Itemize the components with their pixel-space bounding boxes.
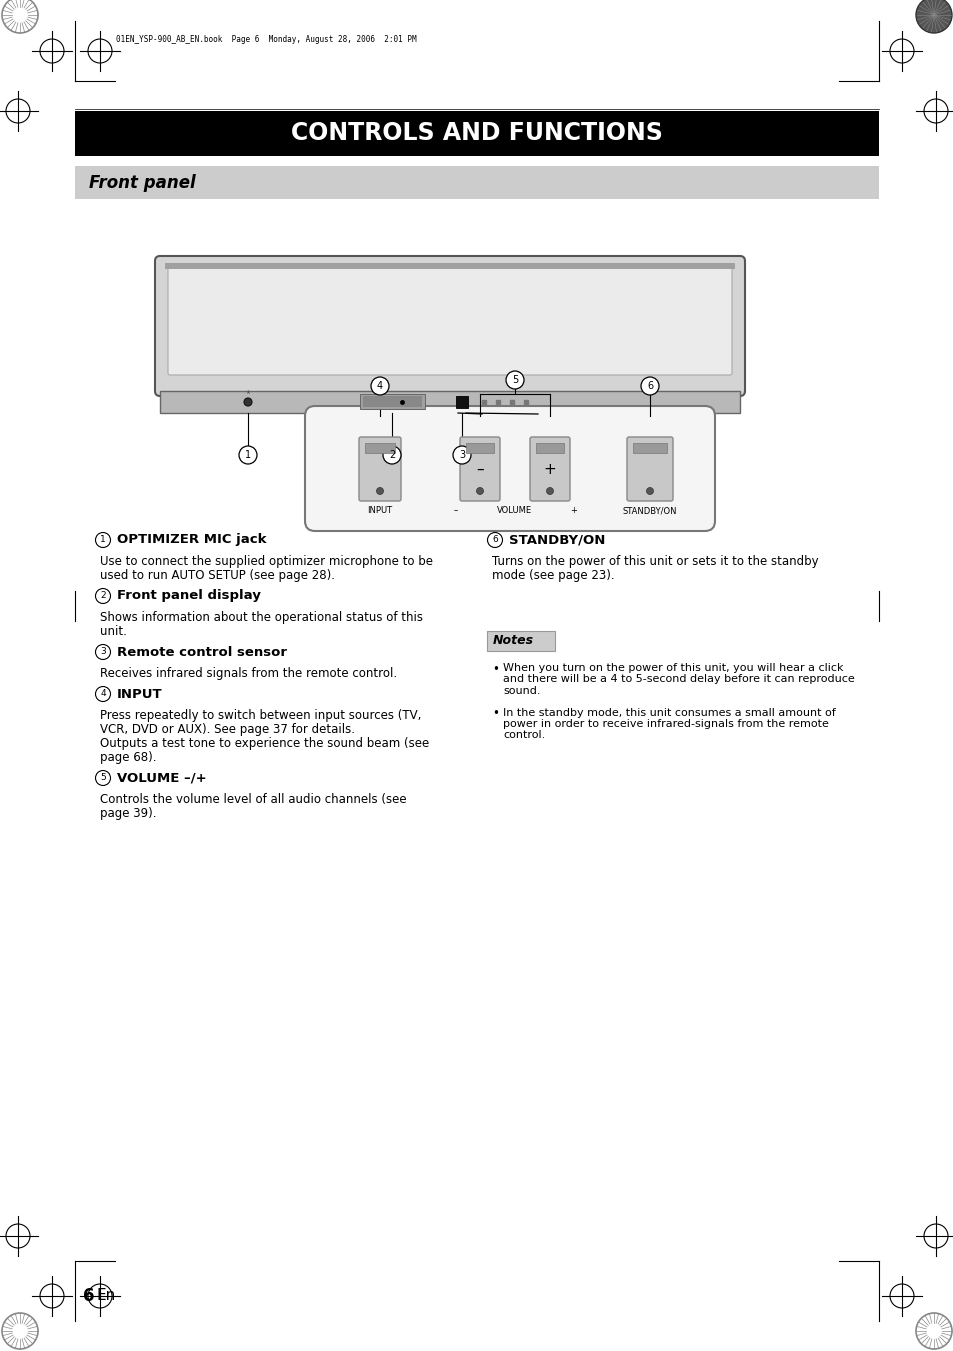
Text: 5: 5 <box>512 376 517 385</box>
Text: –: – <box>454 507 457 515</box>
Text: STANDBY/ON: STANDBY/ON <box>509 534 605 547</box>
Circle shape <box>640 377 659 394</box>
Text: Receives infrared signals from the remote control.: Receives infrared signals from the remot… <box>100 667 396 680</box>
Text: mode (see page 23).: mode (see page 23). <box>492 569 614 582</box>
Text: INPUT: INPUT <box>117 688 162 701</box>
Circle shape <box>371 377 389 394</box>
Text: VOLUME –/+: VOLUME –/+ <box>117 771 207 785</box>
FancyBboxPatch shape <box>168 267 731 376</box>
Circle shape <box>487 532 502 547</box>
Bar <box>633 443 666 453</box>
Circle shape <box>376 488 383 494</box>
Text: Shows information about the operational status of this: Shows information about the operational … <box>100 611 422 624</box>
Text: used to run AUTO SETUP (see page 28).: used to run AUTO SETUP (see page 28). <box>100 569 335 582</box>
Text: 1: 1 <box>245 450 251 459</box>
Circle shape <box>546 488 553 494</box>
Text: +: + <box>570 507 577 515</box>
Bar <box>75 166 878 199</box>
Text: VOLUME: VOLUME <box>497 507 532 515</box>
Circle shape <box>915 0 951 32</box>
Text: 01EN_YSP-900_AB_EN.book  Page 6  Monday, August 28, 2006  2:01 PM: 01EN_YSP-900_AB_EN.book Page 6 Monday, A… <box>116 35 416 43</box>
Text: Controls the volume level of all audio channels (see: Controls the volume level of all audio c… <box>100 793 406 807</box>
Text: Press repeatedly to switch between input sources (TV,: Press repeatedly to switch between input… <box>100 709 421 721</box>
Text: Front panel: Front panel <box>89 173 195 192</box>
Circle shape <box>95 770 111 785</box>
Circle shape <box>453 446 471 463</box>
Text: control.: control. <box>502 731 545 740</box>
Circle shape <box>382 446 400 463</box>
Text: Turns on the power of this unit or sets it to the standby: Turns on the power of this unit or sets … <box>492 555 818 567</box>
FancyBboxPatch shape <box>626 436 672 501</box>
Text: Outputs a test tone to experience the sound beam (see: Outputs a test tone to experience the so… <box>100 738 429 750</box>
Bar <box>363 396 421 407</box>
Bar <box>160 390 740 413</box>
Text: 5: 5 <box>100 774 106 782</box>
Text: –: – <box>476 462 483 477</box>
Circle shape <box>95 589 111 604</box>
FancyBboxPatch shape <box>459 436 499 501</box>
Bar <box>465 443 494 453</box>
FancyBboxPatch shape <box>358 436 400 501</box>
Bar <box>486 631 555 651</box>
Text: VCR, DVD or AUX). See page 37 for details.: VCR, DVD or AUX). See page 37 for detail… <box>100 723 355 736</box>
Text: 2: 2 <box>100 592 106 600</box>
Text: Use to connect the supplied optimizer microphone to be: Use to connect the supplied optimizer mi… <box>100 555 433 567</box>
Text: INPUT: INPUT <box>367 507 392 515</box>
Text: 1: 1 <box>100 535 106 544</box>
Text: and there will be a 4 to 5-second delay before it can reproduce: and there will be a 4 to 5-second delay … <box>502 674 854 685</box>
Text: page 39).: page 39). <box>100 807 156 820</box>
Text: sound.: sound. <box>502 686 540 696</box>
Text: 4: 4 <box>100 689 106 698</box>
Text: +: + <box>543 462 556 477</box>
Circle shape <box>244 399 252 407</box>
Text: 2: 2 <box>389 450 395 459</box>
Text: •: • <box>492 708 498 720</box>
Text: ★: ★ <box>245 389 251 394</box>
Text: Remote control sensor: Remote control sensor <box>117 646 287 658</box>
Circle shape <box>95 532 111 547</box>
Bar <box>165 263 734 269</box>
Text: page 68).: page 68). <box>100 751 156 765</box>
Text: Front panel display: Front panel display <box>117 589 260 603</box>
FancyBboxPatch shape <box>154 255 744 396</box>
Text: In the standby mode, this unit consumes a small amount of: In the standby mode, this unit consumes … <box>502 708 835 717</box>
Circle shape <box>476 488 483 494</box>
Text: •: • <box>492 663 498 676</box>
Text: unit.: unit. <box>100 626 127 638</box>
Text: 4: 4 <box>376 381 383 390</box>
Text: OPTIMIZER MIC jack: OPTIMIZER MIC jack <box>117 534 266 547</box>
Text: En: En <box>97 1289 116 1304</box>
FancyBboxPatch shape <box>305 407 714 531</box>
Bar <box>365 443 395 453</box>
Circle shape <box>95 686 111 701</box>
Bar <box>456 396 468 408</box>
Text: 6: 6 <box>83 1288 94 1305</box>
Text: Notes: Notes <box>493 635 534 647</box>
Bar <box>536 443 563 453</box>
Circle shape <box>646 488 653 494</box>
Bar <box>359 394 424 409</box>
Text: 3: 3 <box>100 647 106 657</box>
Circle shape <box>505 372 523 389</box>
Text: 3: 3 <box>458 450 464 459</box>
Text: STANDBY/ON: STANDBY/ON <box>622 507 677 515</box>
Text: CONTROLS AND FUNCTIONS: CONTROLS AND FUNCTIONS <box>291 122 662 146</box>
FancyBboxPatch shape <box>530 436 569 501</box>
Circle shape <box>95 644 111 659</box>
Bar <box>75 111 878 155</box>
Text: power in order to receive infrared-signals from the remote: power in order to receive infrared-signa… <box>502 719 828 730</box>
Circle shape <box>239 446 256 463</box>
Text: When you turn on the power of this unit, you will hear a click: When you turn on the power of this unit,… <box>502 663 842 673</box>
Text: 6: 6 <box>492 535 497 544</box>
Text: 6: 6 <box>646 381 653 390</box>
